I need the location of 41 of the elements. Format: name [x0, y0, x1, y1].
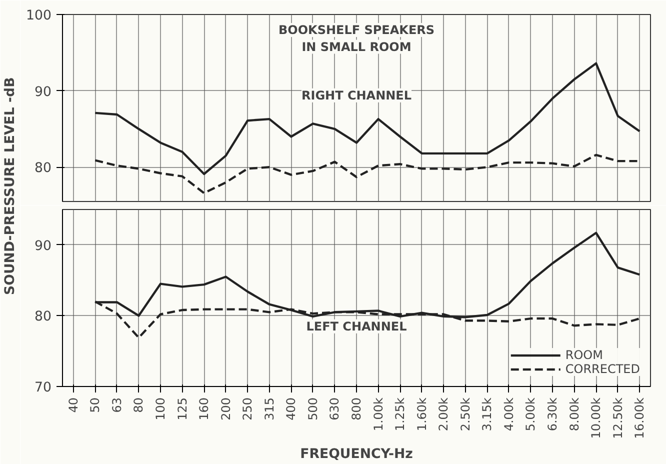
- x-tick-label: 3.15k: [480, 397, 494, 432]
- y-axis-title: SOUND-PRESSURE LEVEL -dB: [3, 77, 18, 295]
- legend-label: ROOM: [565, 348, 603, 362]
- x-tick-label: 10.00k: [589, 397, 604, 439]
- x-tick-label: 50: [88, 397, 102, 413]
- y-tick-label: 90: [34, 238, 52, 254]
- x-tick-label: 2.50k: [458, 397, 472, 432]
- x-tick-label: 100: [154, 398, 168, 420]
- x-tick-label: 250: [240, 398, 255, 420]
- y-tick-label: 100: [26, 8, 52, 24]
- x-tick-label: 4.00k: [502, 397, 516, 432]
- x-tick-label: 400: [284, 398, 298, 420]
- x-tick-label: 2.00k: [436, 397, 451, 432]
- y-tick-label: 80: [34, 310, 52, 325]
- line-series: [94, 62, 641, 176]
- text: BOOKSHELF SPEAKERS IN SMALL ROOM: [278, 22, 435, 54]
- x-tick-label: 315: [262, 398, 276, 420]
- x-tick-label: 630: [328, 398, 342, 420]
- x-tick-label: 160: [197, 398, 212, 420]
- x-tick-label: 16.00k: [632, 397, 647, 439]
- legend-label: CORRECTED: [565, 362, 640, 376]
- x-tick-label: 1.60k: [414, 397, 429, 432]
- x-tick-label: 6.30k: [546, 397, 560, 432]
- x-tick-label: 1.00k: [371, 397, 386, 432]
- x-tick-label: 12.50k: [610, 397, 625, 439]
- x-tick-label: 8.00k: [567, 397, 582, 432]
- x-tick-label: 125: [175, 398, 190, 420]
- x-axis-title: FREQUENCY-Hz: [300, 446, 414, 462]
- annotation: LEFT CHANNEL: [306, 319, 408, 334]
- x-tick-label: 5.00k: [524, 397, 538, 432]
- x-tick-label: 63: [110, 397, 124, 413]
- x-tick-label: 1.25k: [393, 397, 408, 432]
- y-tick-label: 90: [34, 84, 52, 100]
- x-tick-label: 40: [66, 397, 80, 413]
- x-tick-label: 80: [132, 397, 146, 413]
- annotation: RIGHT CHANNEL: [301, 88, 412, 102]
- y-tick-label: 70: [34, 380, 52, 396]
- x-tick-label: 800: [350, 398, 364, 420]
- x-tick-label: 200: [218, 398, 233, 420]
- y-tick-label: 80: [34, 161, 52, 176]
- x-tick-label: 500: [306, 398, 320, 420]
